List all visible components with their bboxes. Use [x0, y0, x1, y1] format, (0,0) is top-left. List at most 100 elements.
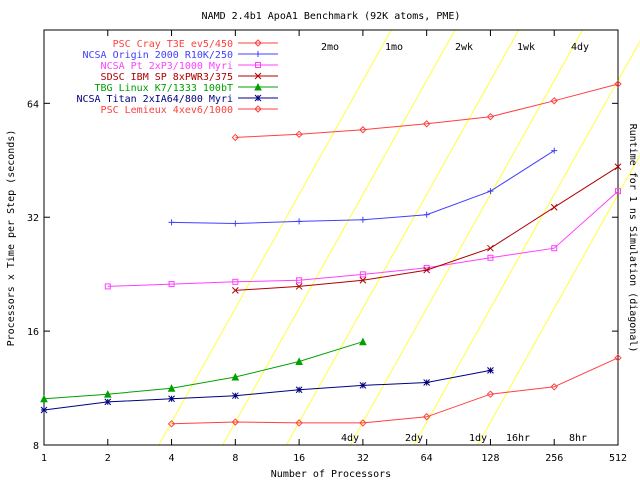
- x-axis-label: Number of Processors: [271, 469, 391, 480]
- diagonal-line: [413, 40, 640, 446]
- data-point: [231, 418, 240, 426]
- data-point: [423, 211, 430, 218]
- data-point: [487, 254, 494, 261]
- series-line: [235, 166, 619, 291]
- data-point: [296, 218, 303, 225]
- y-tick-label: 32: [27, 213, 39, 224]
- data-point: [255, 51, 261, 57]
- diagonal-label-top: 1wk: [517, 42, 535, 53]
- diagonal-label-bottom: 1dy: [469, 433, 487, 444]
- data-point: [295, 357, 303, 365]
- series-1: [231, 80, 622, 142]
- data-point: [40, 406, 48, 414]
- x-tick-label: 64: [421, 453, 433, 464]
- data-point: [614, 354, 622, 362]
- series-4: [231, 163, 622, 294]
- data-point: [231, 372, 240, 381]
- data-point: [422, 120, 431, 128]
- x-tick-label: 16: [293, 453, 305, 464]
- chart-title: NAMD 2.4b1 ApoA1 Benchmark (92K atoms, P…: [202, 11, 461, 22]
- data-point: [104, 398, 112, 406]
- legend-label: TBG Linux K7/1333 100bT: [95, 83, 233, 94]
- diagonal-line: [285, 29, 520, 446]
- data-point: [614, 80, 622, 88]
- y-tick-label: 8: [33, 441, 39, 452]
- series-line: [171, 150, 555, 225]
- data-point: [254, 105, 262, 113]
- data-point: [167, 384, 176, 392]
- data-point: [487, 367, 494, 374]
- data-point: [104, 283, 111, 290]
- axis-ticks: 1 2 4 8 16 32 64 128 256 512 8 16 32 64: [27, 30, 627, 464]
- x-tick-label: 128: [481, 453, 499, 464]
- data-point: [167, 420, 176, 428]
- x-tick-label: 2: [105, 453, 111, 464]
- diagonal-label-top: 1mo: [385, 42, 403, 53]
- data-point: [254, 82, 262, 91]
- data-point: [231, 392, 239, 400]
- data-point: [423, 379, 431, 386]
- legend-label: SDSC IBM SP 8xPWR3/375: [101, 72, 233, 83]
- plot-frame: [43, 29, 619, 446]
- data-point: [487, 244, 494, 252]
- y-tick-label: 16: [27, 327, 39, 338]
- series-2: [168, 147, 558, 227]
- series-line: [235, 83, 619, 138]
- data-point: [103, 390, 112, 398]
- data-point: [231, 133, 240, 142]
- x-tick-label: 256: [545, 453, 563, 464]
- data-point: [615, 188, 621, 195]
- data-point: [422, 413, 431, 421]
- data-point: [168, 281, 175, 288]
- y-axis-label: Processors x Time per Step (seconds): [6, 130, 17, 347]
- data-point: [487, 188, 494, 195]
- diagonal-line: [477, 154, 640, 446]
- data-point: [359, 382, 367, 389]
- data-point: [295, 419, 303, 427]
- data-point: [295, 283, 303, 290]
- diagonal-line: [349, 29, 583, 446]
- legend-label: NCSA Titan 2xIA64/800 Myri: [76, 94, 233, 105]
- data-point: [232, 220, 239, 227]
- data-point: [232, 278, 239, 285]
- series-line: [107, 190, 619, 287]
- x-tick-label: 1: [41, 453, 47, 464]
- series-7: [167, 354, 622, 428]
- data-point: [551, 147, 558, 154]
- data-point: [296, 277, 303, 284]
- data-point: [359, 276, 367, 284]
- data-point: [295, 130, 303, 139]
- data-point: [231, 287, 239, 294]
- data-point: [254, 72, 262, 80]
- legend-label: PSC Lemieux 4xev6/1000: [101, 105, 233, 116]
- diagonal-label-top: 4dy: [571, 42, 589, 53]
- data-point: [551, 245, 558, 252]
- diagonal-line: [158, 29, 392, 446]
- data-point: [486, 112, 495, 121]
- series-3: [104, 188, 621, 290]
- data-point: [255, 62, 261, 68]
- data-point: [550, 383, 558, 391]
- data-point: [295, 386, 303, 394]
- diagonal-label-bottom: 4dy: [341, 433, 359, 444]
- diagonal-runtime-lines: 2mo 1mo 2wk 1wk 4dy 4dy 2dy 1dy 16hr 8hr: [158, 29, 640, 446]
- data-point: [486, 390, 495, 398]
- data-point: [550, 203, 558, 211]
- data-point: [423, 266, 431, 274]
- data-point: [359, 419, 367, 427]
- data-point: [254, 94, 262, 102]
- series-lines: [40, 80, 622, 428]
- data-point: [254, 39, 262, 47]
- diagonal-label-top: 2wk: [455, 42, 473, 53]
- x-tick-label: 4: [169, 453, 175, 464]
- diagonal-label-bottom: 16hr: [506, 433, 530, 444]
- data-point: [359, 216, 366, 223]
- series-6: [40, 367, 494, 414]
- series-line: [171, 357, 619, 425]
- series-5: [40, 337, 367, 403]
- legend-label: NCSA Pt 2xP3/1000 Myri: [101, 61, 233, 72]
- series-line: [43, 369, 491, 411]
- diagonal-label-bottom: 2dy: [405, 433, 423, 444]
- legend-label: PSC Cray T3E ev5/450: [113, 39, 233, 50]
